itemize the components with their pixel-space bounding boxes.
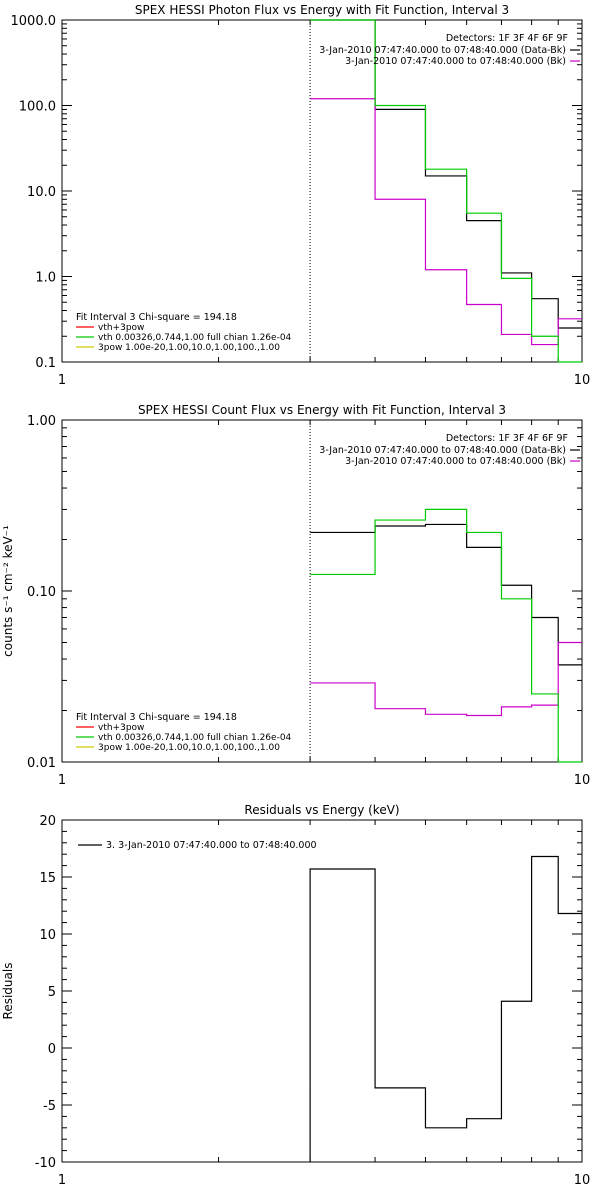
x-tick-label: 1: [58, 373, 66, 388]
y-tick-label: 100.0: [19, 100, 56, 115]
chart-panel-1: SPEX HESSI Photon Flux vs Energy with Fi…: [11, 3, 591, 388]
legend-label: 3-Jan-2010 07:47:40.000 to 07:48:40.000 …: [345, 456, 566, 467]
chart-panel-2: SPEX HESSI Count Flux vs Energy with Fit…: [1, 403, 590, 788]
legend-label: 3-Jan-2010 07:47:40.000 to 07:48:40.000 …: [345, 56, 566, 67]
x-tick-label: 1: [58, 1173, 66, 1188]
y-tick-label: 1.00: [27, 414, 56, 429]
series-line-2: [310, 98, 582, 346]
fit-legend-label: vth 0.00326,0.744,1.00 full chian 1.26e-…: [98, 333, 292, 343]
y-tick-label: 10.0: [27, 185, 56, 200]
y-tick-label: 0.10: [27, 585, 56, 600]
y-axis-label: counts s⁻¹ cm⁻² keV⁻¹: [1, 525, 15, 657]
y-tick-label: 1.0: [35, 271, 56, 286]
series-line-3: [310, 508, 582, 763]
y-tick-label: 5: [48, 985, 56, 1000]
y-tick-label: 0.1: [35, 356, 56, 371]
x-tick-label: 1: [58, 773, 66, 788]
y-tick-label: 15: [39, 871, 56, 886]
series-line-2: [310, 641, 582, 717]
y-tick-label: 0.01: [27, 756, 56, 771]
plot-frame: [61, 19, 583, 363]
legend-label: 3-Jan-2010 07:47:40.000 to 07:48:40.000 …: [319, 445, 566, 456]
x-tick-label: 10: [574, 373, 591, 388]
fit-legend-label: 3pow 1.00e-20,1.00,10.0,1.00,100.,1.00: [98, 743, 280, 753]
fit-legend-label: 3pow 1.00e-20,1.00,10.0,1.00,100.,1.00: [98, 343, 280, 353]
y-tick-label: -5: [43, 1099, 56, 1114]
y-tick-label: 10: [39, 928, 56, 943]
series-line-1: [310, 523, 582, 666]
chart-title: Residuals vs Energy (keV): [244, 803, 399, 817]
fit-legend-header: Fit Interval 3 Chi-square = 194.18: [76, 712, 237, 723]
chart-panel-3: Residuals vs Energy (keV) Residuals 1 10 20 1…: [1, 803, 590, 1188]
fit-legend-label: vth 0.00326,0.744,1.00 full chian 1.26e-…: [98, 733, 292, 743]
y-axis-label: Residuals: [1, 963, 15, 1020]
y-tick-label: 1000.0: [11, 14, 57, 29]
plot-frame: [61, 419, 583, 763]
y-tick-label: 0: [48, 1042, 56, 1057]
fit-legend-label: vth+3pow: [98, 323, 144, 333]
x-tick-label: 10: [574, 773, 591, 788]
plot-frame: [61, 819, 583, 1163]
fit-legend-header: Fit Interval 3 Chi-square = 194.18: [76, 312, 237, 323]
y-tick-label: -10: [35, 1156, 56, 1171]
chart-title: SPEX HESSI Photon Flux vs Energy with Fi…: [135, 3, 509, 17]
chart-title: SPEX HESSI Count Flux vs Energy with Fit…: [138, 403, 506, 417]
series-line-1: [310, 19, 582, 329]
series-line-3: [310, 19, 582, 363]
legend-header: Detectors: 1F 3F 4F 6F 9F: [446, 433, 568, 444]
series-line-1: [309, 855, 582, 1162]
legend-header: Detectors: 1F 3F 4F 6F 9F: [446, 33, 568, 44]
x-tick-label: 10: [574, 1173, 591, 1188]
y-tick-label: 20: [39, 814, 56, 829]
legend-label: 3-Jan-2010 07:47:40.000 to 07:48:40.000 …: [319, 45, 566, 56]
residual-legend-label: 3. 3-Jan-2010 07:47:40.000 to 07:48:40.0…: [106, 840, 317, 851]
fit-legend-label: vth+3pow: [98, 723, 144, 733]
